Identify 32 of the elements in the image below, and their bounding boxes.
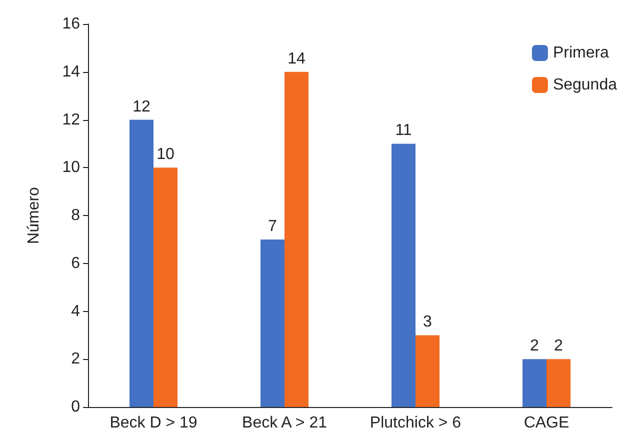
data-label: 7 [268, 218, 278, 235]
data-label: 12 [132, 98, 150, 116]
bar [154, 168, 178, 407]
legend-label: Segunda [552, 76, 618, 94]
bar [522, 359, 546, 407]
x-tick-label: Plutchick > 6 [370, 414, 462, 432]
bar [392, 144, 416, 407]
y-tick-label: 12 [62, 111, 80, 128]
y-tick-label: 6 [71, 254, 80, 272]
x-tick-label: Beck D > 19 [110, 414, 198, 432]
y-tick-label: 2 [71, 350, 80, 368]
x-tick-label: CAGE [524, 414, 570, 432]
data-label: 3 [423, 314, 432, 331]
bar [416, 335, 440, 407]
bar [260, 239, 284, 407]
y-tick-label: 8 [71, 207, 80, 224]
y-tick-label: 14 [62, 63, 80, 80]
y-tick-label: 0 [71, 398, 80, 416]
bar [546, 359, 570, 407]
y-tick-label: 10 [62, 159, 80, 176]
legend-label: Primera [552, 44, 610, 62]
data-label: 11 [395, 122, 412, 140]
data-label: 14 [288, 50, 306, 68]
y-axis-title: Número [26, 186, 42, 244]
x-tick-label: Beck A > 21 [242, 414, 328, 432]
bar [130, 120, 154, 407]
y-tick-label: 4 [71, 302, 80, 320]
data-label: 10 [156, 146, 174, 164]
bar [284, 72, 308, 407]
data-label: 2 [530, 338, 540, 355]
data-label: 2 [554, 338, 564, 355]
y-tick-label: 16 [62, 16, 80, 32]
